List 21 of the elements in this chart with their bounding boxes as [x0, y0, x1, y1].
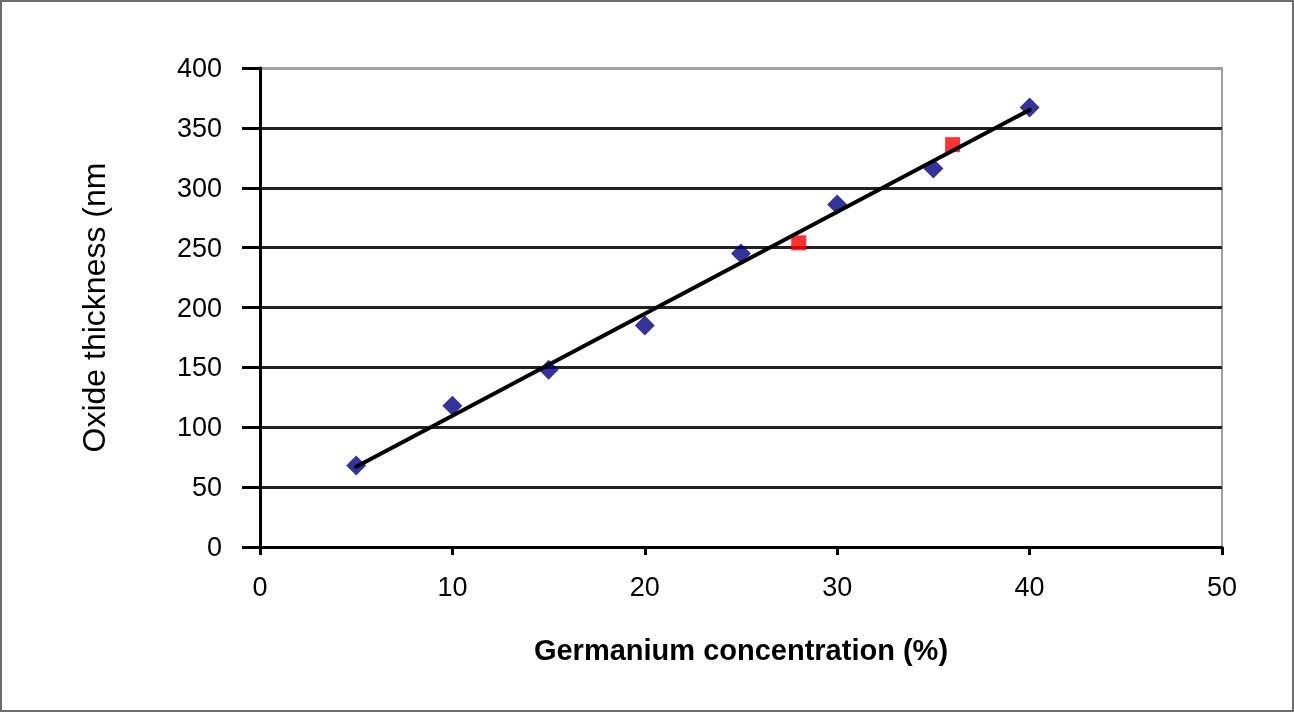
y-axis-title: Oxide thickness (nm: [76, 162, 112, 453]
y-tick-label: 300: [176, 172, 222, 203]
y-tick-label: 0: [206, 532, 222, 562]
x-tick-label: 50: [1206, 571, 1238, 602]
x-tick-label: 30: [822, 571, 853, 602]
point: [791, 235, 807, 251]
y-tick-label: 350: [176, 112, 222, 143]
point: [442, 395, 463, 416]
y-tick-label: 100: [176, 412, 222, 443]
x-tick-label: 10: [437, 571, 468, 602]
x-tick-label: 20: [629, 571, 660, 602]
x-axis-title: Germanium concentration (%): [533, 633, 949, 666]
x-tick-label: 0: [252, 571, 268, 602]
y-tick-label: 400: [176, 53, 222, 83]
point: [634, 315, 655, 336]
y-tick-label: 150: [176, 352, 222, 383]
y-tick-label: 50: [191, 472, 222, 503]
y-tick-label: 200: [176, 292, 222, 323]
point: [731, 243, 751, 264]
y-tick-label: 250: [176, 232, 222, 263]
x-tick-label: 40: [1014, 571, 1045, 602]
